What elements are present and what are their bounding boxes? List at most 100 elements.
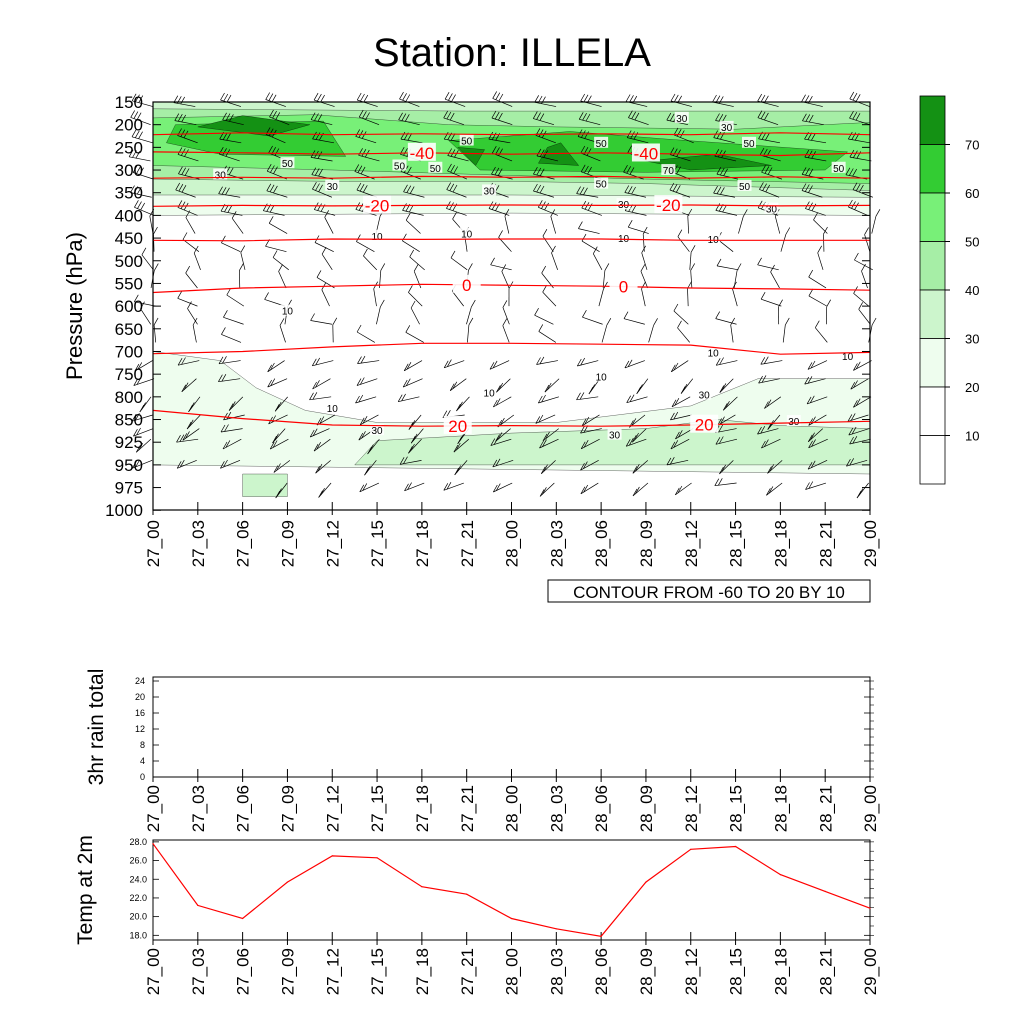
wind-barb-flag [635,486,640,495]
wind-barb-shaft [272,257,289,271]
wind-barb-flag [309,429,315,438]
wind-barb-shaft [450,257,468,271]
wind-barb-flag [856,490,862,499]
wind-barb-shaft [760,360,783,365]
wind-barb-flag [402,93,407,101]
wind-barb-flag [133,429,138,437]
wind-barb-flag [813,212,818,221]
wind-barb [669,182,691,198]
time-axis-main-label: 28_03 [547,520,566,567]
wind-barb-flag [582,113,587,121]
colorbar-label: 70 [965,138,979,153]
pressure-tick-label: 350 [115,184,143,203]
wind-barb-flag [625,439,631,447]
wind-barb-flag [358,394,364,403]
wind-barb [312,182,333,198]
wind-barb-flag [309,392,314,400]
wind-barb-flag [583,461,588,469]
wind-barb-shaft [313,99,335,107]
wind-barb [313,92,335,107]
wind-barb [808,269,827,289]
wind-barb [267,360,285,373]
wind-barb-shaft [444,360,465,369]
temp-point [242,917,244,920]
wind-label-bg [594,370,609,382]
wind-barb [641,281,646,307]
wind-label-bg [482,184,497,196]
wind-speed-label: 30 [721,123,733,134]
wind-barb [228,396,244,411]
wind-barb [222,112,244,126]
wind-barb-flag [312,381,317,390]
wind-barb [188,396,201,413]
wind-barb-flag [223,93,229,102]
wind-barb-flag [541,394,546,403]
wind-barb-flag [626,395,632,403]
wind-barb-flag [405,378,411,386]
wind-barb-flag [132,150,137,158]
wind-barb-flag [722,403,728,411]
wind-barb-flag [495,398,501,406]
wind-barb [398,112,420,126]
wind-speed-label: 30 [676,114,688,125]
wind-barb-flag [446,182,452,190]
wind-label-bg [786,415,801,427]
wind-barb-flag [456,465,462,473]
temp-point [331,855,333,857]
wind-barb-shaft [864,234,871,252]
rain-y-tick-label: 12 [135,724,145,734]
wind-barb [359,482,380,493]
wind-barb-flag [153,263,159,271]
wind-barb-flag [804,376,810,385]
wind-barb-shaft [624,360,645,369]
wind-barb-flag [497,168,503,176]
wind-barb-flag [721,464,727,472]
wind-barb-flag [764,166,770,174]
wind-barb [814,320,828,343]
wind-barb-flag [275,112,281,120]
wind-barb [403,184,425,198]
wind-barb-flag [666,457,672,466]
wind-barb-flag [403,363,409,371]
wind-barb-flag [314,168,320,176]
wind-barb-flag [807,362,813,370]
wind-barb-shaft [551,252,558,270]
wind-barb-flag [132,461,137,469]
wind-barb-flag [364,468,369,476]
rain-time-axis-label: 28_09 [637,785,656,832]
wind-barb-shaft [174,120,197,126]
wind-barb [504,209,510,234]
wind-barb-flag [218,356,224,364]
temp-point [152,843,154,845]
wind-barb [309,392,332,401]
wind-barb [580,145,601,162]
wind-barb-shaft [134,301,156,307]
wind-barb [502,300,510,325]
wind-barb-shaft [490,264,512,271]
wind-barb-flag [810,360,816,369]
wind-barb-flag [181,357,186,365]
wind-barb [640,264,649,289]
wind-barb [581,233,600,252]
wind-barb [592,246,603,270]
wind-barb-flag [808,269,814,278]
wind-barb-shaft [502,325,510,343]
wind-label-bg [482,386,497,398]
wind-barb-flag [363,94,369,103]
wind-barb-shaft [538,331,557,343]
wind-speed-label: 30 [484,186,496,197]
wind-barb-shaft [782,324,786,343]
wind-barb-flag [670,412,675,421]
wind-barb-flag [736,263,742,271]
wind-barb-flag [582,310,587,318]
wind-barb-flag [276,401,282,410]
wind-barb-flag [715,358,721,366]
wind-barb-flag [272,250,278,258]
temp-time-axis-label: 28_15 [727,948,746,995]
wind-barb [223,310,244,325]
pressure-tick-label: 800 [115,388,143,407]
pressure-tick-label: 650 [115,320,143,339]
wind-barb-shaft [687,288,689,307]
temperature-contour-line [152,132,871,136]
wind-barb-flag [767,167,773,175]
